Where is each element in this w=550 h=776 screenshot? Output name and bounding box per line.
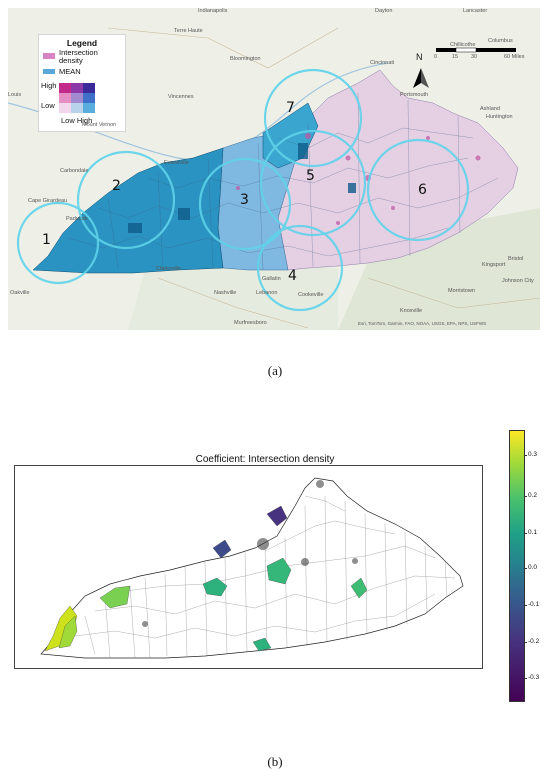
city-bloomington: Bloomington — [230, 56, 261, 62]
city-oakville: Oakville — [10, 290, 30, 296]
caption-a: (a) — [267, 363, 283, 378]
map-attribution: Esri, TomTom, Garmin, FAO, NOAA, USGS, E… — [358, 321, 487, 326]
region-4-label: 4 — [288, 268, 297, 284]
scale-tick-30: 30 — [471, 54, 478, 60]
bivariate-grid — [59, 83, 95, 113]
city-kingsport: Kingsport — [482, 262, 506, 268]
map-panel-a: Legend Intersection density MEAN High Lo… — [8, 8, 540, 330]
caption-b: (b) — [267, 754, 283, 769]
city-indianapolis: Indianapolis — [198, 8, 228, 14]
patch-west-2 — [58, 615, 78, 649]
scale-tick-0: 0 — [434, 54, 438, 60]
city-cookeville: Cookeville — [298, 292, 324, 298]
city-evansville: Evansville — [164, 160, 189, 166]
tickmark-m02 — [524, 642, 527, 643]
low-high-label: Low High — [61, 116, 93, 125]
city-terre-haute: Terre Haute — [174, 28, 203, 34]
city-murfreesboro: Murfreesboro — [234, 320, 267, 326]
legend-title: Legend — [66, 38, 98, 48]
city-louis: Louis — [8, 92, 22, 98]
colorbar-tick--0.3: -0.3 — [528, 674, 540, 681]
patch-purchase — [99, 585, 131, 609]
kentucky-basemap — [8, 8, 540, 330]
patch-north — [266, 505, 288, 527]
region-7-label: 7 — [286, 100, 295, 116]
city-johnson-city: Johnson City — [502, 278, 534, 284]
region-5-label: 5 — [306, 168, 315, 184]
tickmark-00 — [524, 568, 527, 569]
region-3-label: 3 — [240, 192, 249, 208]
patch-east — [350, 577, 368, 599]
north-label: N — [416, 52, 423, 62]
city-chillicothe: Chillicothe — [450, 42, 476, 48]
city-lancaster: Lancaster — [463, 8, 488, 14]
analysis-circles — [16, 68, 470, 312]
north-arrow-icon — [413, 68, 429, 88]
colorbar — [509, 430, 525, 702]
city-columbus: Columbus — [488, 38, 513, 44]
city-lebanon: Lebanon — [256, 290, 278, 296]
patch-central-2 — [266, 557, 292, 585]
patch-central-1 — [202, 577, 228, 597]
high-label: High — [41, 81, 57, 90]
scale-tick-60: 60 Miles — [504, 54, 525, 60]
tickmark-02 — [524, 496, 527, 497]
patch-northwest — [212, 539, 232, 559]
low-label: Low — [41, 101, 55, 110]
city-clarksville: Clarksville — [156, 266, 182, 272]
intersection-label: Intersection density — [59, 48, 98, 65]
city-knoxville: Knoxville — [400, 308, 423, 314]
scale-tick-15: 15 — [452, 54, 459, 60]
colorbar-tick-0.2: 0.2 — [528, 492, 538, 499]
map-legend: Legend Intersection density MEAN High Lo… — [38, 34, 126, 132]
intersection-swatch — [43, 53, 55, 59]
region-1-label: 1 — [42, 232, 51, 248]
colorbar-tick--0.2: -0.2 — [528, 638, 540, 645]
region-6-label: 6 — [418, 182, 427, 198]
colorbar-tick-0.0: 0.0 — [528, 564, 538, 571]
colorbar-tick--0.1: -0.1 — [528, 601, 540, 608]
city-portsmouth: Portsmouth — [400, 92, 429, 98]
city-vincennes: Vincennes — [168, 94, 194, 100]
coefficient-map-frame — [14, 465, 483, 669]
city-carbondale: Carbondale — [60, 168, 89, 174]
patch-south — [252, 637, 272, 652]
city-ashland: Ashland — [480, 106, 500, 112]
kentucky-outline — [40, 477, 464, 659]
coefficient-title: Coefficient: Intersection density — [195, 454, 335, 465]
city-cape-girardeau: Cape Girardeau — [28, 198, 68, 204]
city-cincinnati: Cincinnati — [370, 60, 395, 66]
tickmark-01 — [524, 533, 527, 534]
mean-label: MEAN — [59, 67, 81, 76]
region-2-label: 2 — [112, 178, 121, 194]
colorbar-tick-0.1: 0.1 — [528, 529, 538, 536]
tickmark-03 — [524, 455, 527, 456]
city-mount-vernon: Mount Vernon — [82, 122, 117, 128]
scale-bar — [436, 47, 516, 53]
tickmark-m03 — [524, 678, 527, 679]
city-paducah: Paducah — [66, 216, 88, 222]
coefficient-map — [40, 477, 464, 659]
tickmark-m01 — [524, 605, 527, 606]
city-nashville: Nashville — [214, 290, 237, 296]
city-huntington: Huntington — [486, 114, 513, 120]
mean-swatch — [43, 69, 55, 74]
colorbar-tick-0.3: 0.3 — [528, 451, 538, 458]
city-morristown: Morristown — [448, 288, 475, 294]
city-dayton: Dayton — [375, 8, 393, 14]
city-bristol: Bristol — [508, 256, 524, 262]
city-gallatin: Gallatin — [262, 276, 281, 282]
